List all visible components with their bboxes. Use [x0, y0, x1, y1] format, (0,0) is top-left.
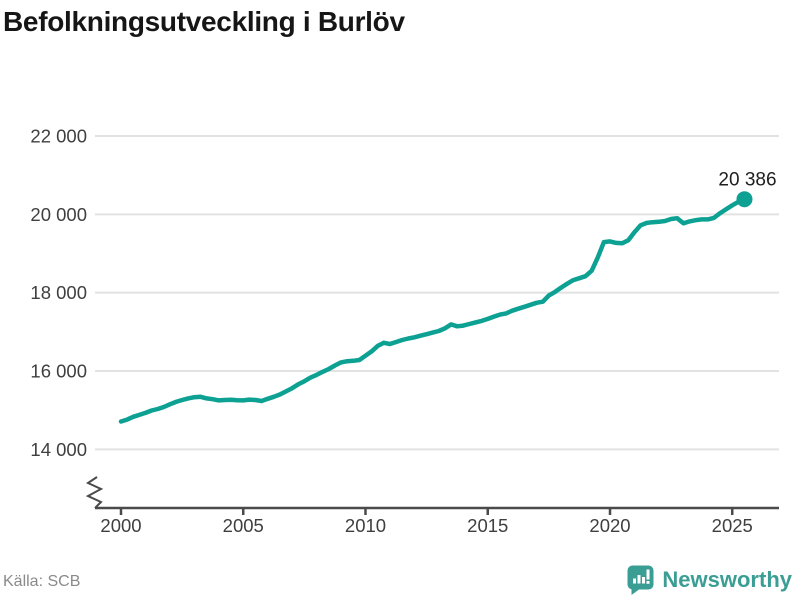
x-tick-label: 2005 — [223, 515, 264, 536]
newsworthy-logo[interactable]: Newsworthy — [626, 564, 792, 595]
population-line — [118, 196, 747, 424]
x-tick-label: 2015 — [467, 515, 508, 536]
newsworthy-bubble-chart-icon — [627, 565, 654, 595]
x-tick-label: 2025 — [712, 515, 753, 536]
y-tick-label: 18 000 — [30, 282, 87, 303]
footer: Källa: SCB Newsworthy — [0, 560, 800, 600]
page-title: Befolkningsutveckling i Burlöv — [3, 6, 405, 37]
x-tick-label: 2000 — [100, 515, 141, 536]
y-tick-label: 14 000 — [30, 439, 87, 460]
latest-point-dot — [736, 191, 753, 208]
y-tick-label: 20 000 — [30, 204, 87, 225]
x-tick-label: 2010 — [345, 515, 386, 536]
source-credit: Källa: SCB — [3, 573, 81, 590]
latest-value-label: 20 386 — [718, 170, 776, 191]
newsworthy-wordmark: Newsworthy — [662, 566, 792, 592]
x-tick-label: 2020 — [589, 515, 630, 536]
y-tick-label: 22 000 — [30, 126, 87, 147]
y-tick-label: 16 000 — [30, 360, 87, 381]
axis-break-icon — [85, 476, 104, 509]
